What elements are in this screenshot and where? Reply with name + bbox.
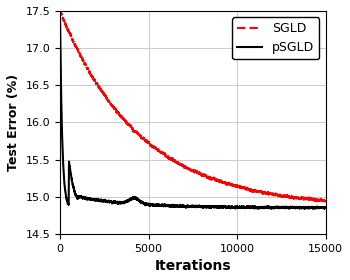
SGLD bbox=[289, 196, 293, 199]
pSGLD bbox=[58, 17, 62, 20]
SGLD bbox=[177, 162, 182, 166]
SGLD bbox=[228, 183, 232, 186]
Y-axis label: Test Error (%): Test Error (%) bbox=[7, 74, 20, 171]
pSGLD bbox=[320, 206, 324, 209]
SGLD bbox=[323, 200, 327, 203]
SGLD bbox=[296, 197, 300, 200]
pSGLD bbox=[177, 204, 182, 208]
Line: SGLD: SGLD bbox=[60, 11, 326, 202]
pSGLD bbox=[228, 206, 232, 209]
SGLD bbox=[58, 10, 62, 13]
pSGLD bbox=[289, 206, 293, 209]
pSGLD bbox=[270, 207, 274, 211]
SGLD bbox=[323, 200, 328, 204]
SGLD bbox=[58, 10, 62, 13]
pSGLD bbox=[323, 206, 328, 209]
SGLD bbox=[320, 199, 324, 203]
Line: pSGLD: pSGLD bbox=[60, 19, 326, 209]
pSGLD bbox=[323, 206, 327, 209]
X-axis label: Iterations: Iterations bbox=[154, 259, 231, 273]
Legend: SGLD, pSGLD: SGLD, pSGLD bbox=[232, 17, 319, 59]
pSGLD bbox=[296, 206, 300, 209]
